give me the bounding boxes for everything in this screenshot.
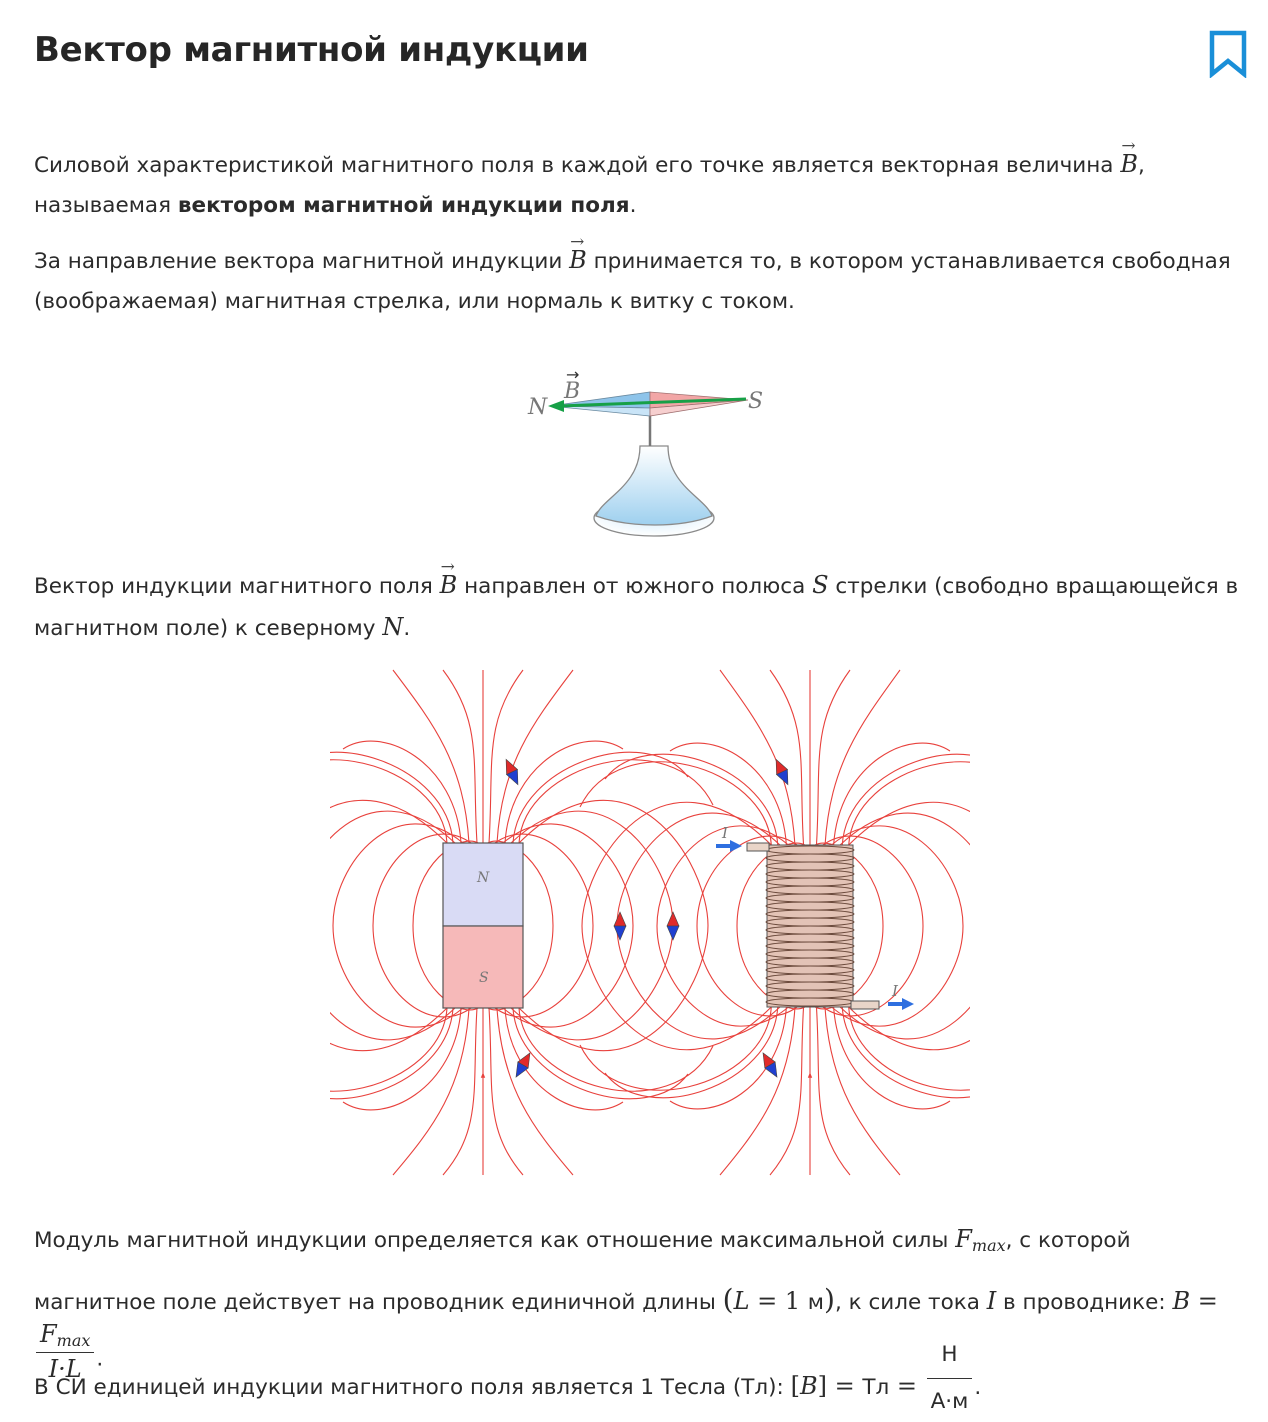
field-line-open [504,1007,624,1111]
compass-needle-icon [666,911,680,941]
svg-text:→: → [566,368,579,384]
field-line-open [824,1006,901,1176]
field-line-open [342,1007,462,1111]
field-line-loop [494,833,594,1018]
field-line-open [392,1007,470,1176]
field-line-loop [848,801,970,1051]
current-in-arrow: I [716,824,742,852]
field-line-open [488,669,524,844]
field-line-loop [822,835,924,1017]
magnet-s-label: S [479,970,489,986]
field-line-loop [696,835,798,1017]
field-line-loop [502,823,634,1028]
compass-needle-icon [515,1052,531,1078]
field-line-loop [656,825,789,1027]
field-line-open [604,753,779,846]
label-s: S [748,389,763,414]
magnetic-field-figure: N S I I [330,669,970,1176]
compass-needle-icon [775,758,789,786]
field-line-open [512,751,689,844]
field-line-loop [831,825,964,1027]
field-line-loop [332,823,464,1028]
field-line-open [496,669,574,844]
bar-magnet-field: N S [330,669,714,1176]
compass-stand [595,445,713,526]
term-bold: вектором магнитной индукции поля [177,193,630,218]
field-line-open [518,1007,714,1092]
compass-needle-icon [505,758,519,786]
field-line-open [579,1006,772,1091]
paragraph-definition: Силовой характеристикой магнитного поля … [34,126,1249,226]
paragraph-magnitude: Модуль магнитной индукции определяется к… [34,1225,1218,1383]
field-line-open [833,1006,951,1110]
compass-needle-icon [613,911,627,941]
svg-text:I: I [891,982,899,1000]
field-line-open [330,1007,454,1100]
field-line-open [769,1006,805,1176]
field-line-open [504,740,624,844]
field-line-open [833,742,951,846]
field-line-loop [372,833,472,1018]
field-line-open [392,669,470,844]
lead-in [746,842,770,852]
magnet-n-label: N [476,870,490,886]
field-line-open [719,1006,796,1176]
field-line-open [579,761,772,846]
field-line-open [848,761,970,846]
magnet-north [442,842,524,927]
vector-b: B [1120,126,1138,184]
magnet-south [442,925,524,1009]
formula-fraction: Fmax I·L [36,1322,95,1381]
field-line-open [719,669,796,846]
compass-figure: N S B → [527,368,763,537]
compass-needle-icon [762,1052,778,1078]
field-line-open [848,1006,970,1091]
label-n: N [527,395,548,420]
field-line-open [496,1007,574,1176]
field-line-open [815,669,851,846]
paragraph-vector-direction: Вектор индукции магнитного поля B направ… [34,547,1249,649]
field-line-loop [581,801,772,1051]
field-line-loop [839,812,970,1040]
field-line-open [330,759,448,844]
page-title: Вектор магнитной индукции [34,30,589,70]
current-out-arrow: I [888,982,914,1010]
bookmark-icon[interactable] [1208,30,1248,78]
field-line-open [841,753,970,846]
field-line-open [604,1006,779,1099]
field-line-open [669,1006,787,1110]
label-b: B [563,379,580,404]
unit-fraction: Н А·м [926,1344,973,1412]
field-line-open [488,1007,524,1176]
field-line-open [330,751,454,844]
svg-text:I: I [721,824,729,842]
field-line-loop [330,799,448,1052]
field-line-open [330,1007,448,1092]
field-line-open [442,1007,478,1176]
field-line-open [442,669,478,844]
field-line-open [841,1006,970,1099]
field-line-loop [330,810,456,1041]
solenoid-field: I I [579,669,970,1176]
field-line-open [824,669,901,846]
paragraph-si-unit: В СИ единицей индукции магнитного поля я… [34,1342,982,1414]
vector-b: B [569,222,587,280]
field-line-open [769,669,805,846]
field-line-open [669,742,787,846]
paragraph-direction: За направление вектора магнитной индукци… [34,222,1249,322]
field-line-open [342,740,462,844]
field-line-open [518,759,714,844]
field-line-open [815,1006,851,1176]
field-line-loop [518,799,709,1052]
vector-b-arrow [559,397,747,408]
lead-out [850,1000,880,1010]
